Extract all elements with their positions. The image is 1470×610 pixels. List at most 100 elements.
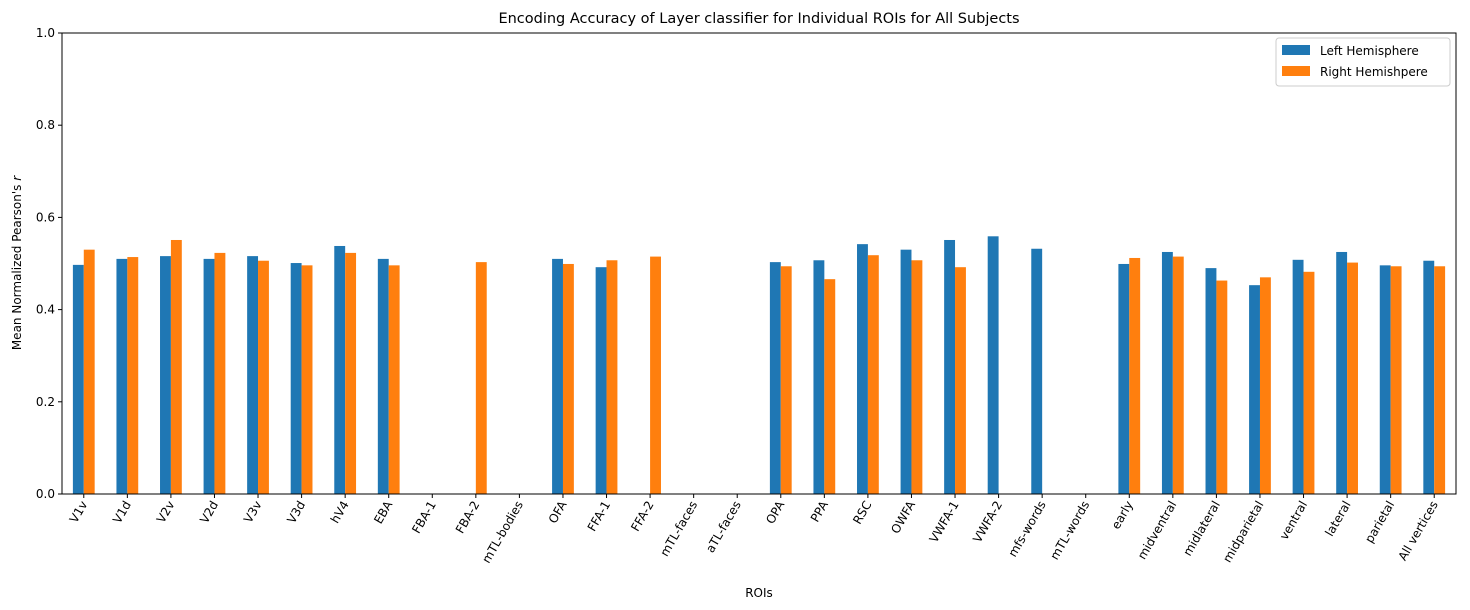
bar-left-hemisphere-ffa-1 (595, 267, 607, 494)
x-tick-label-v1d: V1d (110, 499, 134, 526)
bar-right-hemishpere-v3v (258, 260, 269, 494)
bar-right-hemishpere-midparietal (1259, 277, 1271, 494)
bar-left-hemisphere-opa (769, 262, 781, 494)
x-tick-label-vwfa-1: VWFA-1 (927, 499, 962, 546)
bar-right-hemishpere-rsc (867, 255, 879, 494)
x-tick-label-eba: EBA (371, 498, 396, 526)
y-tick-label: 0.2 (36, 395, 55, 409)
x-tick-label-v2v: V2v (154, 499, 178, 526)
bar-right-hemishpere-ppa (824, 279, 836, 494)
plot-frame (61, 32, 1457, 495)
y-axis-label-text: Mean Normalized Pearson's (10, 181, 24, 350)
bar-left-hemisphere-mfs-words (1031, 248, 1043, 494)
x-tick-label-v2d: V2d (197, 499, 221, 526)
bar-right-hemishpere-ofa (562, 263, 574, 494)
y-tick-label: 0.0 (36, 487, 55, 501)
y-axis-label: Mean Normalized Pearson's r (10, 175, 24, 350)
bar-left-hemisphere-midparietal (1249, 285, 1260, 494)
x-tick-label-ofa: OFA (546, 498, 570, 526)
x-tick-label-v3d: V3d (284, 499, 308, 526)
bar-right-hemishpere-v3d (301, 265, 313, 494)
bar-left-hemisphere-rsc (857, 244, 868, 494)
x-tick-label-early: early (1109, 499, 1136, 532)
y-tick-label: 0.4 (36, 303, 55, 317)
legend-box (1275, 37, 1451, 87)
x-tick-label-owfa: OWFA (888, 498, 918, 536)
x-tick-label-ffa-1: FFA-1 (585, 499, 613, 534)
bar-left-hemisphere-ppa (813, 260, 825, 494)
legend-label-left-hemisphere: Left Hemisphere (1320, 44, 1419, 58)
bar-left-hemisphere-vwfa-2 (987, 236, 999, 495)
bar-right-hemishpere-midlateral (1216, 280, 1228, 494)
x-tick-label-all-vertices: All vertices (1395, 499, 1440, 563)
x-tick-label-mtl-bodies: mTL-bodies (479, 499, 526, 566)
x-tick-label-v1v: V1v (67, 499, 91, 526)
bar-right-hemishpere-early (1129, 257, 1141, 494)
x-tick-label-ffa-2: FFA-2 (628, 499, 656, 534)
x-tick-label-midventral: midventral (1135, 499, 1180, 562)
x-tick-label-atl-faces: aTL-faces (703, 499, 744, 556)
x-tick-label-mtl-words: mTL-words (1047, 499, 1092, 563)
bar-left-hemisphere-hv4 (334, 245, 346, 494)
x-tick-label-ventral: ventral (1277, 499, 1310, 543)
x-tick-label-fba-2: FBA-2 (453, 499, 483, 536)
bar-right-hemishpere-v1v (83, 249, 95, 494)
bar-right-hemishpere-midventral (1172, 256, 1184, 494)
bar-left-hemisphere-ofa (552, 258, 563, 494)
bar-left-hemisphere-lateral (1336, 251, 1348, 494)
bar-left-hemisphere-midlateral (1205, 268, 1217, 494)
x-tick-label-opa: OPA (763, 498, 788, 527)
y-tick-label: 1.0 (36, 26, 55, 40)
bar-left-hemisphere-parietal (1379, 265, 1391, 494)
bar-right-hemishpere-v2d (214, 252, 226, 494)
legend: Left Hemisphere Right Hemishpere (1275, 37, 1451, 87)
bar-left-hemisphere-all-vertices (1423, 260, 1435, 494)
bar-left-hemisphere-early (1118, 263, 1130, 494)
x-tick-label-rsc: RSC (850, 499, 874, 527)
bar-left-hemisphere-v3v (247, 256, 259, 494)
x-tick-label-parietal: parietal (1362, 499, 1397, 546)
x-tick-label-ppa: PPA (808, 498, 831, 525)
x-tick-label-lateral: lateral (1322, 499, 1353, 539)
bar-left-hemisphere-v1d (116, 258, 128, 494)
bar-left-hemisphere-v2d (203, 258, 215, 494)
y-tick-label: 0.8 (36, 118, 55, 132)
y-axis-label-symbol: r (10, 175, 24, 181)
bar-right-hemishpere-vwfa-1 (955, 267, 966, 494)
bar-left-hemisphere-ventral (1292, 259, 1304, 494)
bar-right-hemishpere-opa (780, 266, 792, 494)
x-tick-label-fba-1: FBA-1 (409, 499, 439, 536)
x-tick-label-vwfa-2: VWFA-2 (970, 499, 1005, 546)
bar-right-hemishpere-parietal (1390, 266, 1402, 494)
bar-right-hemishpere-v2v (170, 239, 182, 494)
bar-right-hemishpere-owfa (911, 260, 923, 494)
x-tick-label-mfs-words: mfs-words (1006, 499, 1049, 560)
chart-title: Encoding Accuracy of Layer classifier fo… (498, 11, 1019, 27)
legend-label-right-hemisphere: Right Hemishpere (1320, 65, 1428, 79)
bar-left-hemisphere-eba (377, 258, 389, 494)
legend-swatch-right-hemisphere (1282, 66, 1310, 76)
bar-right-hemishpere-ffa-2 (650, 256, 661, 494)
bar-right-hemishpere-hv4 (345, 252, 357, 494)
bar-right-hemishpere-fba-2 (475, 262, 487, 494)
bar-left-hemisphere-vwfa-1 (944, 239, 956, 494)
x-tick-label-v3v: V3v (241, 499, 265, 526)
bar-left-hemisphere-midventral (1161, 251, 1173, 494)
bar-right-hemishpere-v1d (127, 257, 139, 494)
bar-right-hemishpere-eba (388, 265, 400, 494)
y-tick-label: 0.6 (36, 210, 55, 224)
bar-left-hemisphere-v3d (290, 263, 302, 494)
x-tick-label-hv4: hV4 (328, 499, 352, 526)
bar-left-hemisphere-owfa (900, 249, 912, 494)
bar-right-hemishpere-lateral (1347, 262, 1358, 494)
x-tick-label-midparietal: midparietal (1220, 499, 1266, 565)
legend-swatch-left-hemisphere (1282, 45, 1310, 55)
bar-left-hemisphere-v1v (72, 264, 84, 494)
bar-right-hemishpere-all-vertices (1434, 266, 1446, 494)
x-tick-label-mtl-faces: mTL-faces (657, 499, 700, 559)
bar-right-hemishpere-ventral (1303, 271, 1315, 494)
bar-right-hemishpere-ffa-1 (606, 260, 618, 494)
x-axis-label: ROIs (745, 586, 773, 600)
x-tick-label-midlateral: midlateral (1180, 499, 1223, 559)
